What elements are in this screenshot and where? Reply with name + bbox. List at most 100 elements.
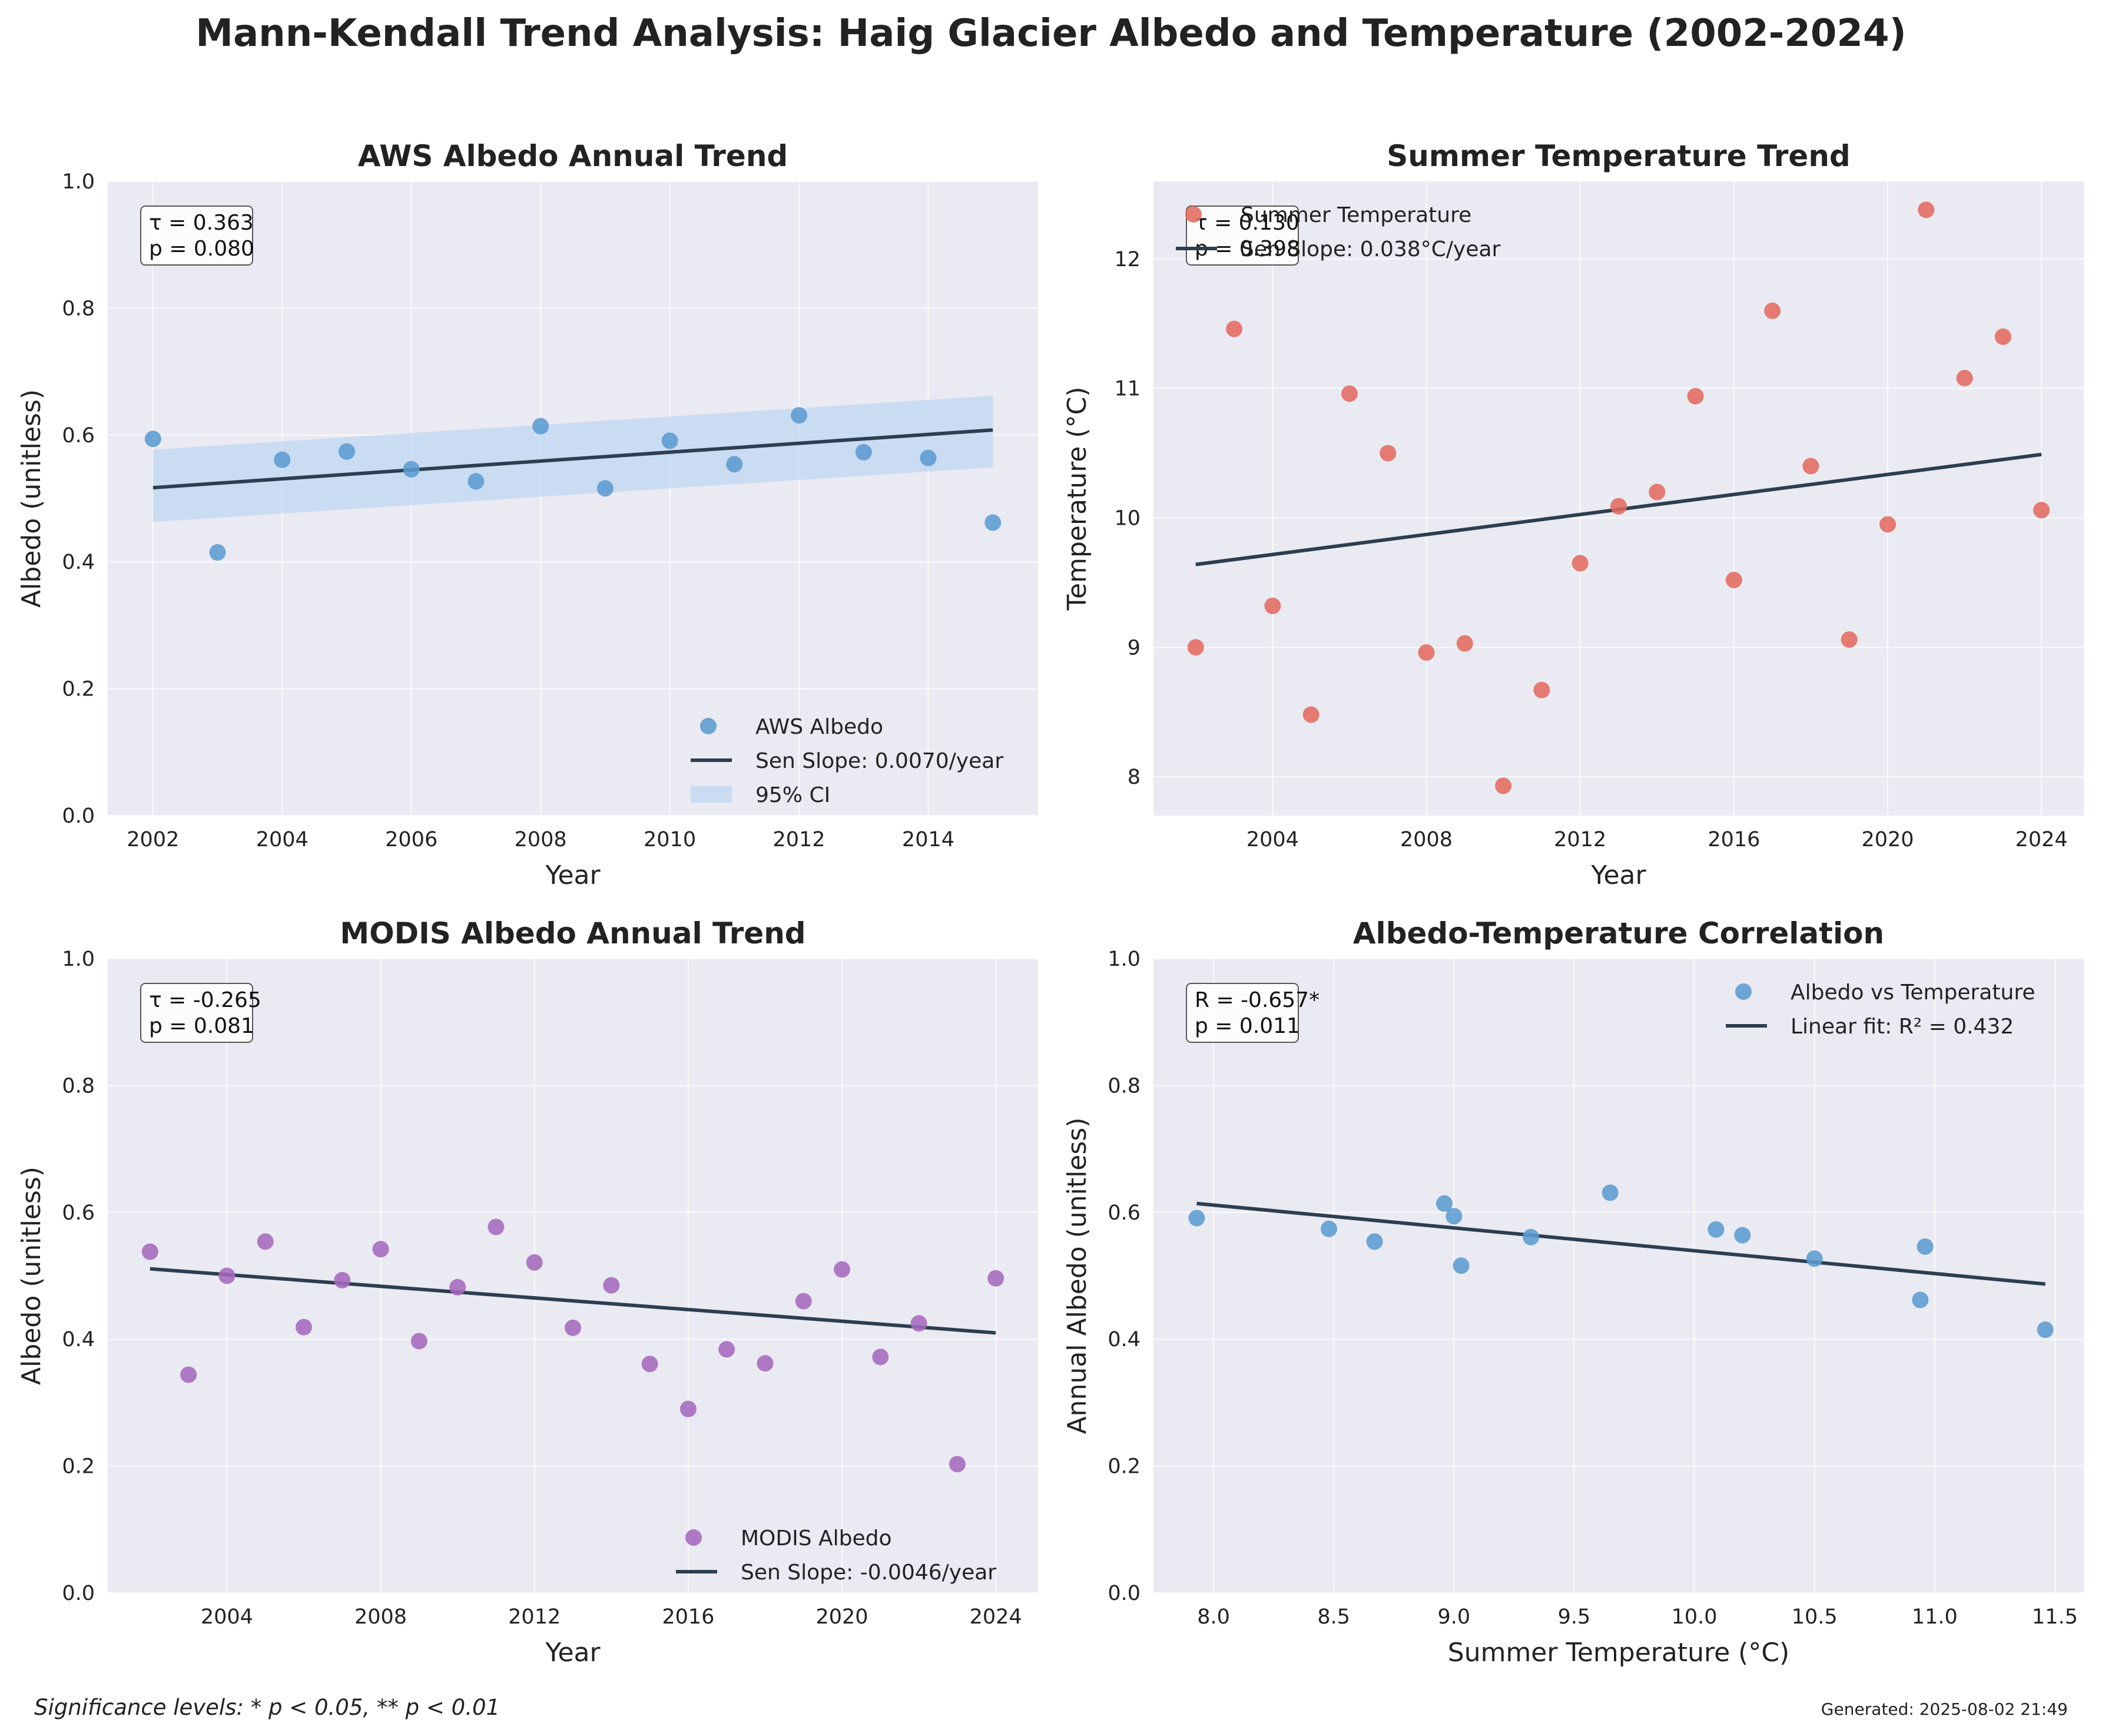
data-point (526, 1254, 543, 1271)
data-point (596, 480, 614, 497)
data-point (1571, 555, 1589, 572)
y-tick-label: 1.0 (62, 170, 95, 194)
legend-trend: Sen Slope: -0.0046/year (741, 1561, 996, 1585)
legend-trend: Sen Slope: 0.038°C/year (1241, 237, 1501, 261)
data-point (920, 449, 937, 466)
x-tick-label: 8.5 (1317, 1605, 1350, 1629)
x-tick-label: 2002 (127, 828, 179, 852)
data-point (257, 1233, 274, 1250)
legend-series: Albedo vs Temperature (1791, 980, 2035, 1005)
data-point (274, 451, 291, 468)
data-points (144, 407, 1002, 561)
legend-trend: Sen Slope: 0.0070/year (755, 749, 1003, 773)
x-tick-label: 9.5 (1558, 1605, 1591, 1629)
x-tick-label: 2004 (256, 828, 309, 852)
significance-footnote: Significance levels: * p < 0.05, ** p < … (34, 1695, 500, 1720)
data-point (1188, 1210, 1205, 1227)
data-point (1187, 639, 1204, 656)
data-point (1687, 387, 1704, 405)
y-tick-label: 8 (1128, 766, 1140, 789)
data-point (1366, 1233, 1383, 1250)
data-point (372, 1241, 389, 1258)
data-point (1917, 1238, 1934, 1255)
legend-marker (1735, 983, 1752, 1000)
legend-trend: Linear fit: R² = 0.432 (1791, 1015, 2014, 1039)
data-point (910, 1315, 927, 1332)
trend-line (150, 1267, 996, 1335)
stats-line-2: p = 0.081 (149, 1014, 254, 1038)
data-point (757, 1355, 774, 1372)
y-tick-label: 0.0 (62, 804, 95, 828)
data-point (1495, 777, 1512, 794)
x-tick-label: 2016 (1708, 828, 1760, 852)
legend-ci: 95% CI (755, 783, 830, 807)
data-point (1445, 1208, 1463, 1225)
x-tick-label: 2006 (385, 828, 437, 852)
x-tick-label: 10.5 (1792, 1605, 1838, 1629)
legend: AWS Albedo Sen Slope: 0.0070/year 95% CI (691, 715, 1003, 807)
y-tick-label: 11 (1114, 377, 1140, 401)
data-point (2033, 502, 2050, 519)
data-point (410, 1333, 427, 1350)
data-point (488, 1218, 505, 1235)
panel-temp: 2004 2008 2012 2016 2020 2024 8 9 10 11 12 Summer T… (1062, 139, 2084, 890)
legend-marker (700, 718, 717, 734)
data-point (1456, 635, 1473, 652)
panel-corr: 8.0 8.5 9.0 9.5 10.0 10.5 11.0 11.5 0.0 0.2 0.4 0.6… (1062, 916, 2084, 1668)
data-point (1264, 597, 1281, 614)
x-tick-label: 2012 (772, 828, 825, 852)
data-point (403, 460, 420, 478)
data-point (641, 1356, 658, 1373)
grid-lines (1153, 181, 2084, 816)
x-tick-label: 2008 (515, 828, 567, 852)
data-point (661, 432, 678, 449)
legend-series: MODIS Albedo (741, 1526, 892, 1551)
data-point (144, 430, 161, 448)
x-tick-label: 11.5 (2032, 1605, 2078, 1629)
data-point (532, 418, 549, 435)
y-tick-label: 0.6 (1108, 1201, 1140, 1225)
y-tick-label: 0.6 (62, 424, 95, 448)
y-tick-label: 10 (1114, 506, 1140, 530)
data-point (218, 1267, 236, 1284)
data-point (795, 1293, 812, 1310)
data-point (334, 1272, 351, 1289)
data-point (1436, 1195, 1453, 1212)
data-point (987, 1270, 1004, 1287)
panel-modis: 2004 2008 2012 2016 2020 2024 0.0 0.2 0.4 0.6 0.8 1… (16, 916, 1038, 1668)
data-point (1734, 1227, 1751, 1244)
x-axis-label: Summer Temperature (°C) (1448, 1638, 1789, 1668)
data-point (449, 1278, 466, 1296)
x-tick-label: 8.0 (1197, 1605, 1230, 1629)
grid-lines (1153, 958, 2084, 1593)
stats-line-2: p = 0.011 (1195, 1014, 1300, 1038)
data-point (1806, 1250, 1823, 1267)
y-tick-label: 0.2 (1108, 1455, 1140, 1479)
data-point (1708, 1221, 1725, 1238)
x-tick-label: 9.0 (1438, 1605, 1471, 1629)
y-axis-label: Annual Albedo (unitless) (1062, 1118, 1092, 1434)
legend-patch (691, 786, 732, 803)
panels: 2002 2004 2006 2008 2010 2012 2014 0.0 0.2 0.4 0.6… (16, 139, 2084, 1668)
legend-marker (685, 1529, 702, 1546)
y-tick-label: 0.0 (1108, 1582, 1140, 1605)
stats-line-2: p = 0.080 (149, 237, 254, 261)
legend: MODIS Albedo Sen Slope: -0.0046/year (676, 1526, 996, 1585)
data-point (949, 1456, 966, 1473)
data-point (1302, 706, 1319, 723)
x-tick-label: 2004 (201, 1605, 253, 1629)
panel-title: MODIS Albedo Annual Trend (340, 916, 805, 950)
y-tick-label: 0.8 (1108, 1074, 1140, 1098)
x-tick-label: 2010 (644, 828, 696, 852)
panel-aws: 2002 2004 2006 2008 2010 2012 2014 0.0 0.2 0.4 0.6… (16, 139, 1038, 890)
data-point (1602, 1184, 1619, 1201)
x-tick-label: 2020 (1861, 828, 1914, 852)
data-point (1610, 498, 1627, 515)
data-point (834, 1261, 851, 1278)
panel-title: AWS Albedo Annual Trend (358, 139, 788, 173)
stats-box (1186, 983, 1299, 1043)
trend-line (1196, 1201, 2045, 1286)
data-point (1764, 302, 1781, 319)
data-point (791, 407, 808, 424)
